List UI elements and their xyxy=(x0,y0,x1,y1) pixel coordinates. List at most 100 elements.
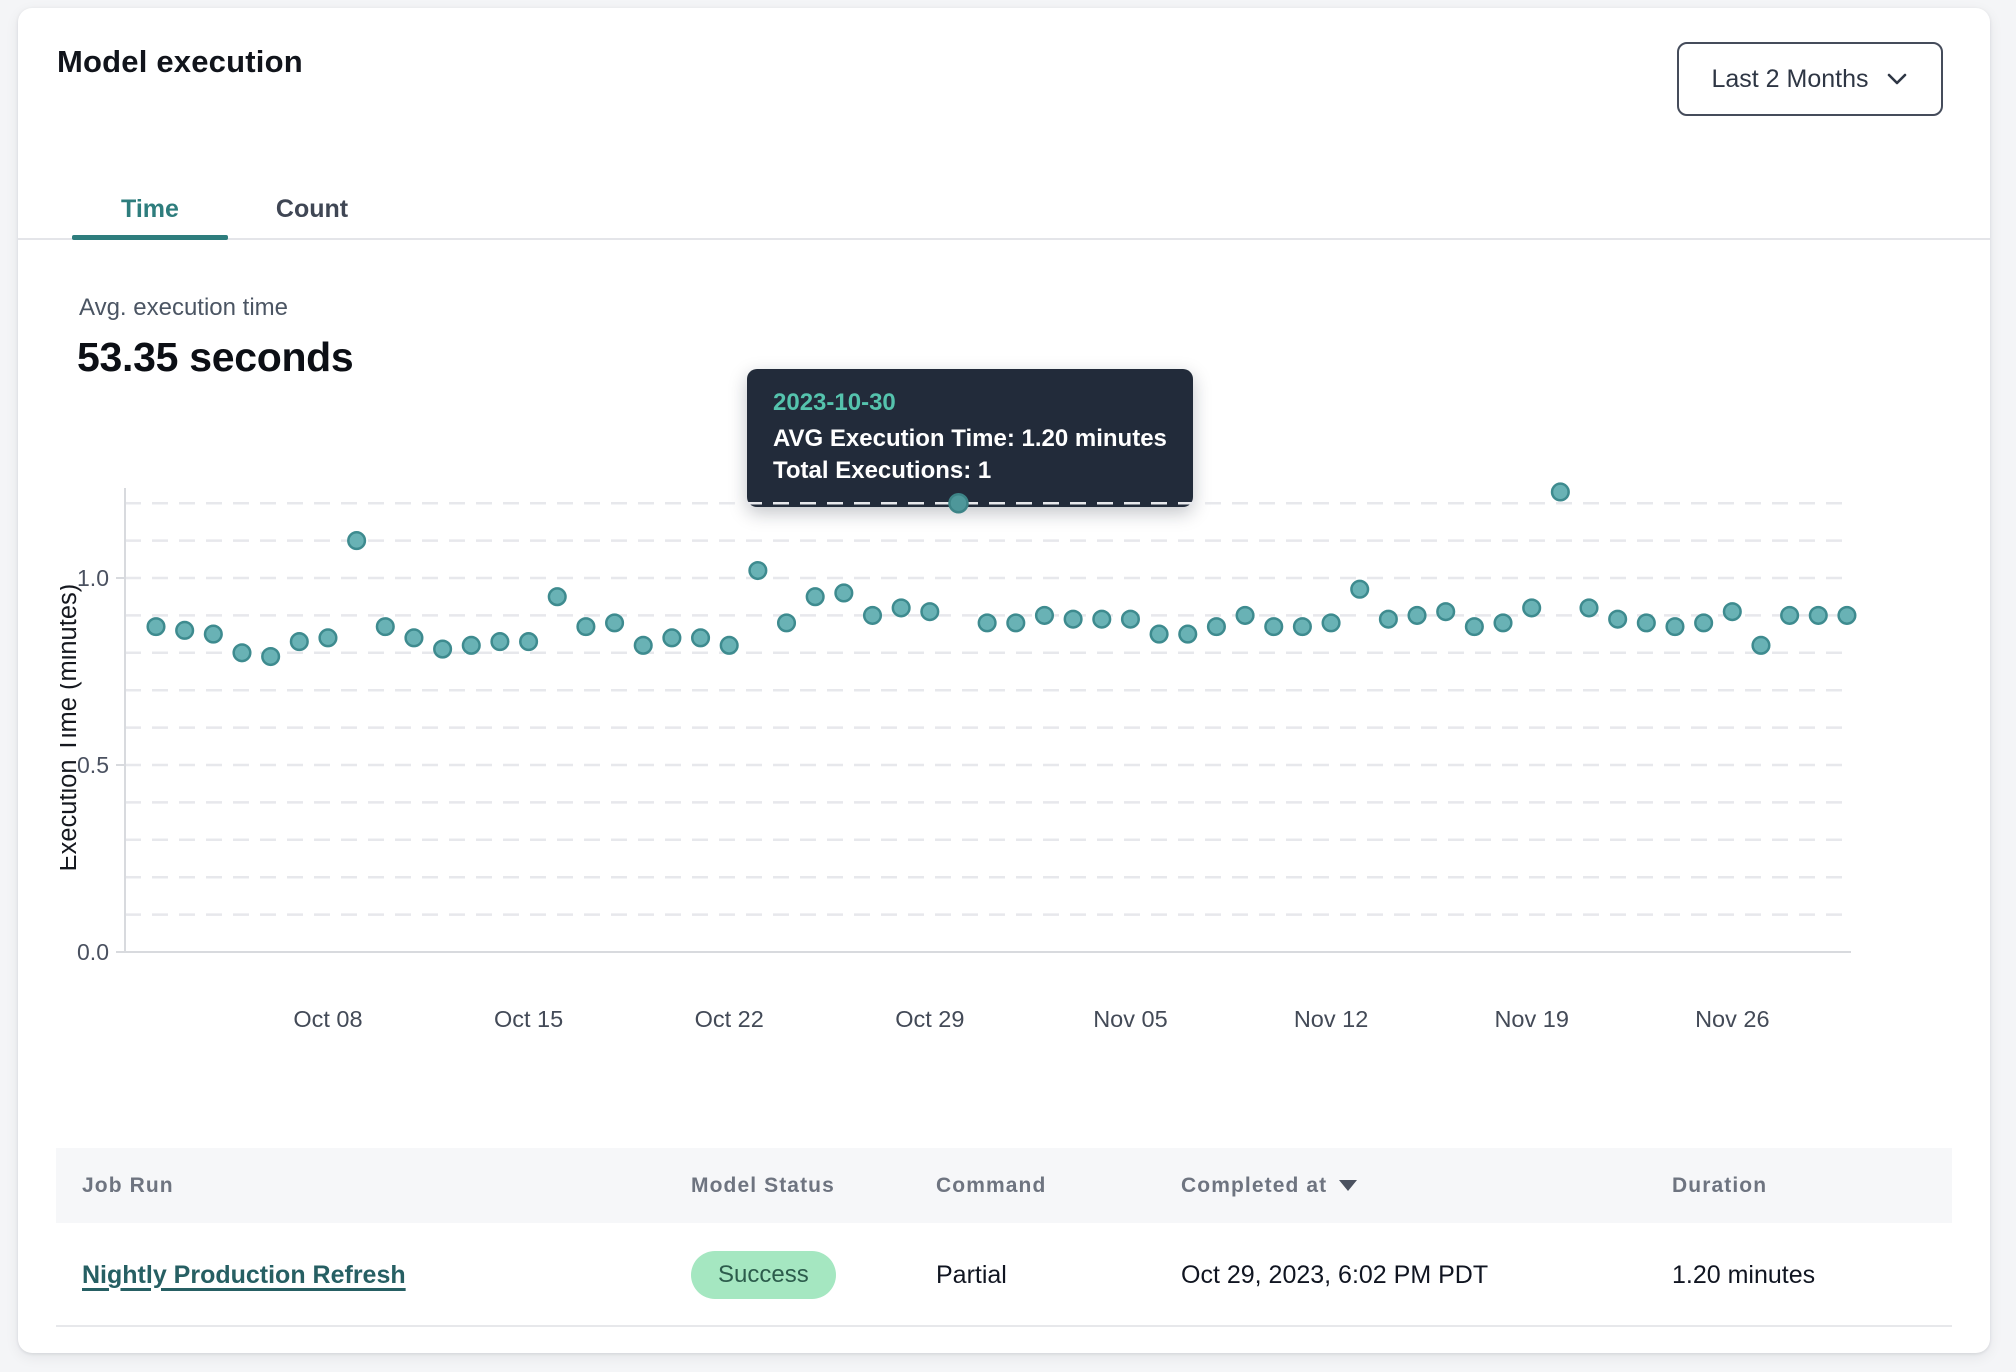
data-point-highlighted[interactable] xyxy=(948,492,969,514)
avg-execution-time-value: 53.35 seconds xyxy=(77,334,354,380)
data-point[interactable] xyxy=(375,617,395,637)
x-tick-label: Nov 26 xyxy=(1695,1006,1769,1032)
table-header-row: Job Run Model Status Command Completed a… xyxy=(56,1148,1952,1223)
data-point[interactable] xyxy=(1178,624,1198,644)
data-point[interactable] xyxy=(719,635,739,655)
data-point[interactable] xyxy=(1235,605,1255,625)
x-tick-label: Oct 22 xyxy=(695,1006,764,1032)
data-point[interactable] xyxy=(1063,609,1083,629)
data-point[interactable] xyxy=(232,643,252,663)
data-point[interactable] xyxy=(1837,605,1857,625)
chart-tabs: Time Count xyxy=(18,180,1990,240)
data-point[interactable] xyxy=(289,632,309,652)
data-point[interactable] xyxy=(576,617,596,637)
data-point[interactable] xyxy=(891,598,911,618)
data-point[interactable] xyxy=(690,628,711,648)
data-point[interactable] xyxy=(834,583,854,603)
data-point[interactable] xyxy=(1092,609,1112,629)
job-run-link[interactable]: Nightly Production Refresh xyxy=(82,1260,406,1289)
data-point[interactable] xyxy=(920,602,940,622)
data-point[interactable] xyxy=(1493,613,1513,633)
duration-cell: 1.20 minutes xyxy=(1672,1260,1816,1289)
job-runs-table: Job Run Model Status Command Completed a… xyxy=(56,1148,1952,1327)
data-point[interactable] xyxy=(1780,605,1800,625)
data-point[interactable] xyxy=(1436,602,1456,622)
data-point[interactable] xyxy=(1550,482,1570,502)
completed-at-cell: Oct 29, 2023, 6:02 PM PDT xyxy=(1181,1260,1489,1289)
data-point[interactable] xyxy=(776,613,797,633)
col-header-completed-at[interactable]: Completed at xyxy=(1181,1148,1358,1223)
data-point[interactable] xyxy=(203,624,223,644)
date-range-value: Last 2 Months xyxy=(1711,64,1869,93)
data-point[interactable] xyxy=(461,635,481,655)
col-header-model-status[interactable]: Model Status xyxy=(691,1173,835,1197)
data-point[interactable] xyxy=(1350,579,1370,599)
y-tick-label: 0.5 xyxy=(77,752,109,778)
data-point[interactable] xyxy=(175,620,195,640)
data-point[interactable] xyxy=(318,628,338,648)
table-row: Nightly Production Refresh Success Parti… xyxy=(56,1223,1952,1327)
data-point[interactable] xyxy=(1808,605,1828,625)
data-point[interactable] xyxy=(1034,605,1055,625)
sort-desc-icon[interactable] xyxy=(1339,1180,1358,1191)
data-point[interactable] xyxy=(1149,624,1169,644)
data-point[interactable] xyxy=(1722,602,1742,622)
data-point[interactable] xyxy=(1751,635,1771,655)
page-title: Model execution xyxy=(57,44,303,79)
data-point[interactable] xyxy=(1464,617,1484,637)
data-point[interactable] xyxy=(433,639,453,659)
tooltip-avg-time: AVG Execution Time: 1.20 minutes xyxy=(773,425,1167,452)
col-header-job-run[interactable]: Job Run xyxy=(82,1173,174,1197)
data-point[interactable] xyxy=(1206,617,1226,637)
execution-scatter-chart: 0.0 0.5 1.0 Oct 08 Oct 15 Oct 22 Oct 29 Nov 05 N… xyxy=(54,482,1857,1032)
tab-time[interactable]: Time xyxy=(72,180,228,240)
y-axis-title: Execution Time (minutes) xyxy=(60,584,82,872)
data-point[interactable] xyxy=(748,560,768,581)
date-range-dropdown[interactable]: Last 2 Months xyxy=(1677,42,1943,116)
chevron-down-icon xyxy=(1885,67,1909,91)
x-tick-label: Nov 19 xyxy=(1494,1006,1568,1032)
data-point[interactable] xyxy=(1006,613,1026,633)
x-tick-label: Oct 08 xyxy=(293,1006,362,1032)
data-point[interactable] xyxy=(1264,617,1284,637)
data-point[interactable] xyxy=(1665,617,1685,637)
data-point[interactable] xyxy=(404,628,424,648)
data-point[interactable] xyxy=(977,613,997,633)
tooltip-date: 2023-10-30 xyxy=(773,389,896,416)
data-point[interactable] xyxy=(1636,613,1656,633)
chart-area: 0.0 0.5 1.0 Oct 08 Oct 15 Oct 22 Oct 29 Nov 05 N… xyxy=(54,460,1940,1040)
data-point[interactable] xyxy=(633,635,653,655)
x-tick-label: Nov 12 xyxy=(1294,1006,1368,1032)
data-point[interactable] xyxy=(1694,613,1714,633)
data-point[interactable] xyxy=(805,587,825,607)
data-point[interactable] xyxy=(146,617,166,637)
chart-tooltip: 2023-10-30 AVG Execution Time: 1.20 minu… xyxy=(747,369,1193,507)
data-point[interactable] xyxy=(1608,609,1628,629)
data-point[interactable] xyxy=(862,605,883,625)
data-point[interactable] xyxy=(347,531,367,551)
data-point[interactable] xyxy=(1321,613,1341,633)
data-point[interactable] xyxy=(490,632,510,652)
tooltip-total-executions: Total Executions: 1 xyxy=(773,457,992,484)
data-point[interactable] xyxy=(605,613,625,633)
col-header-duration[interactable]: Duration xyxy=(1672,1173,1768,1197)
data-point[interactable] xyxy=(1292,617,1312,637)
data-point[interactable] xyxy=(519,632,539,652)
data-point[interactable] xyxy=(662,628,682,648)
data-point[interactable] xyxy=(1120,609,1140,629)
data-point[interactable] xyxy=(1579,598,1599,618)
data-point[interactable] xyxy=(547,587,567,607)
model-execution-card: Model execution Last 2 Months Time Count… xyxy=(18,8,1990,1353)
command-cell: Partial xyxy=(936,1260,1007,1289)
data-point[interactable] xyxy=(1407,605,1427,625)
x-tick-label: Nov 05 xyxy=(1093,1006,1167,1032)
avg-execution-time-label: Avg. execution time xyxy=(79,294,289,321)
status-badge: Success xyxy=(691,1251,836,1299)
data-point[interactable] xyxy=(1378,609,1398,629)
tab-count[interactable]: Count xyxy=(275,194,349,223)
data-point[interactable] xyxy=(261,646,281,667)
x-tick-label: Oct 15 xyxy=(494,1006,563,1032)
data-point[interactable] xyxy=(1522,598,1542,618)
x-tick-label: Oct 29 xyxy=(895,1006,964,1032)
col-header-command[interactable]: Command xyxy=(936,1173,1047,1197)
